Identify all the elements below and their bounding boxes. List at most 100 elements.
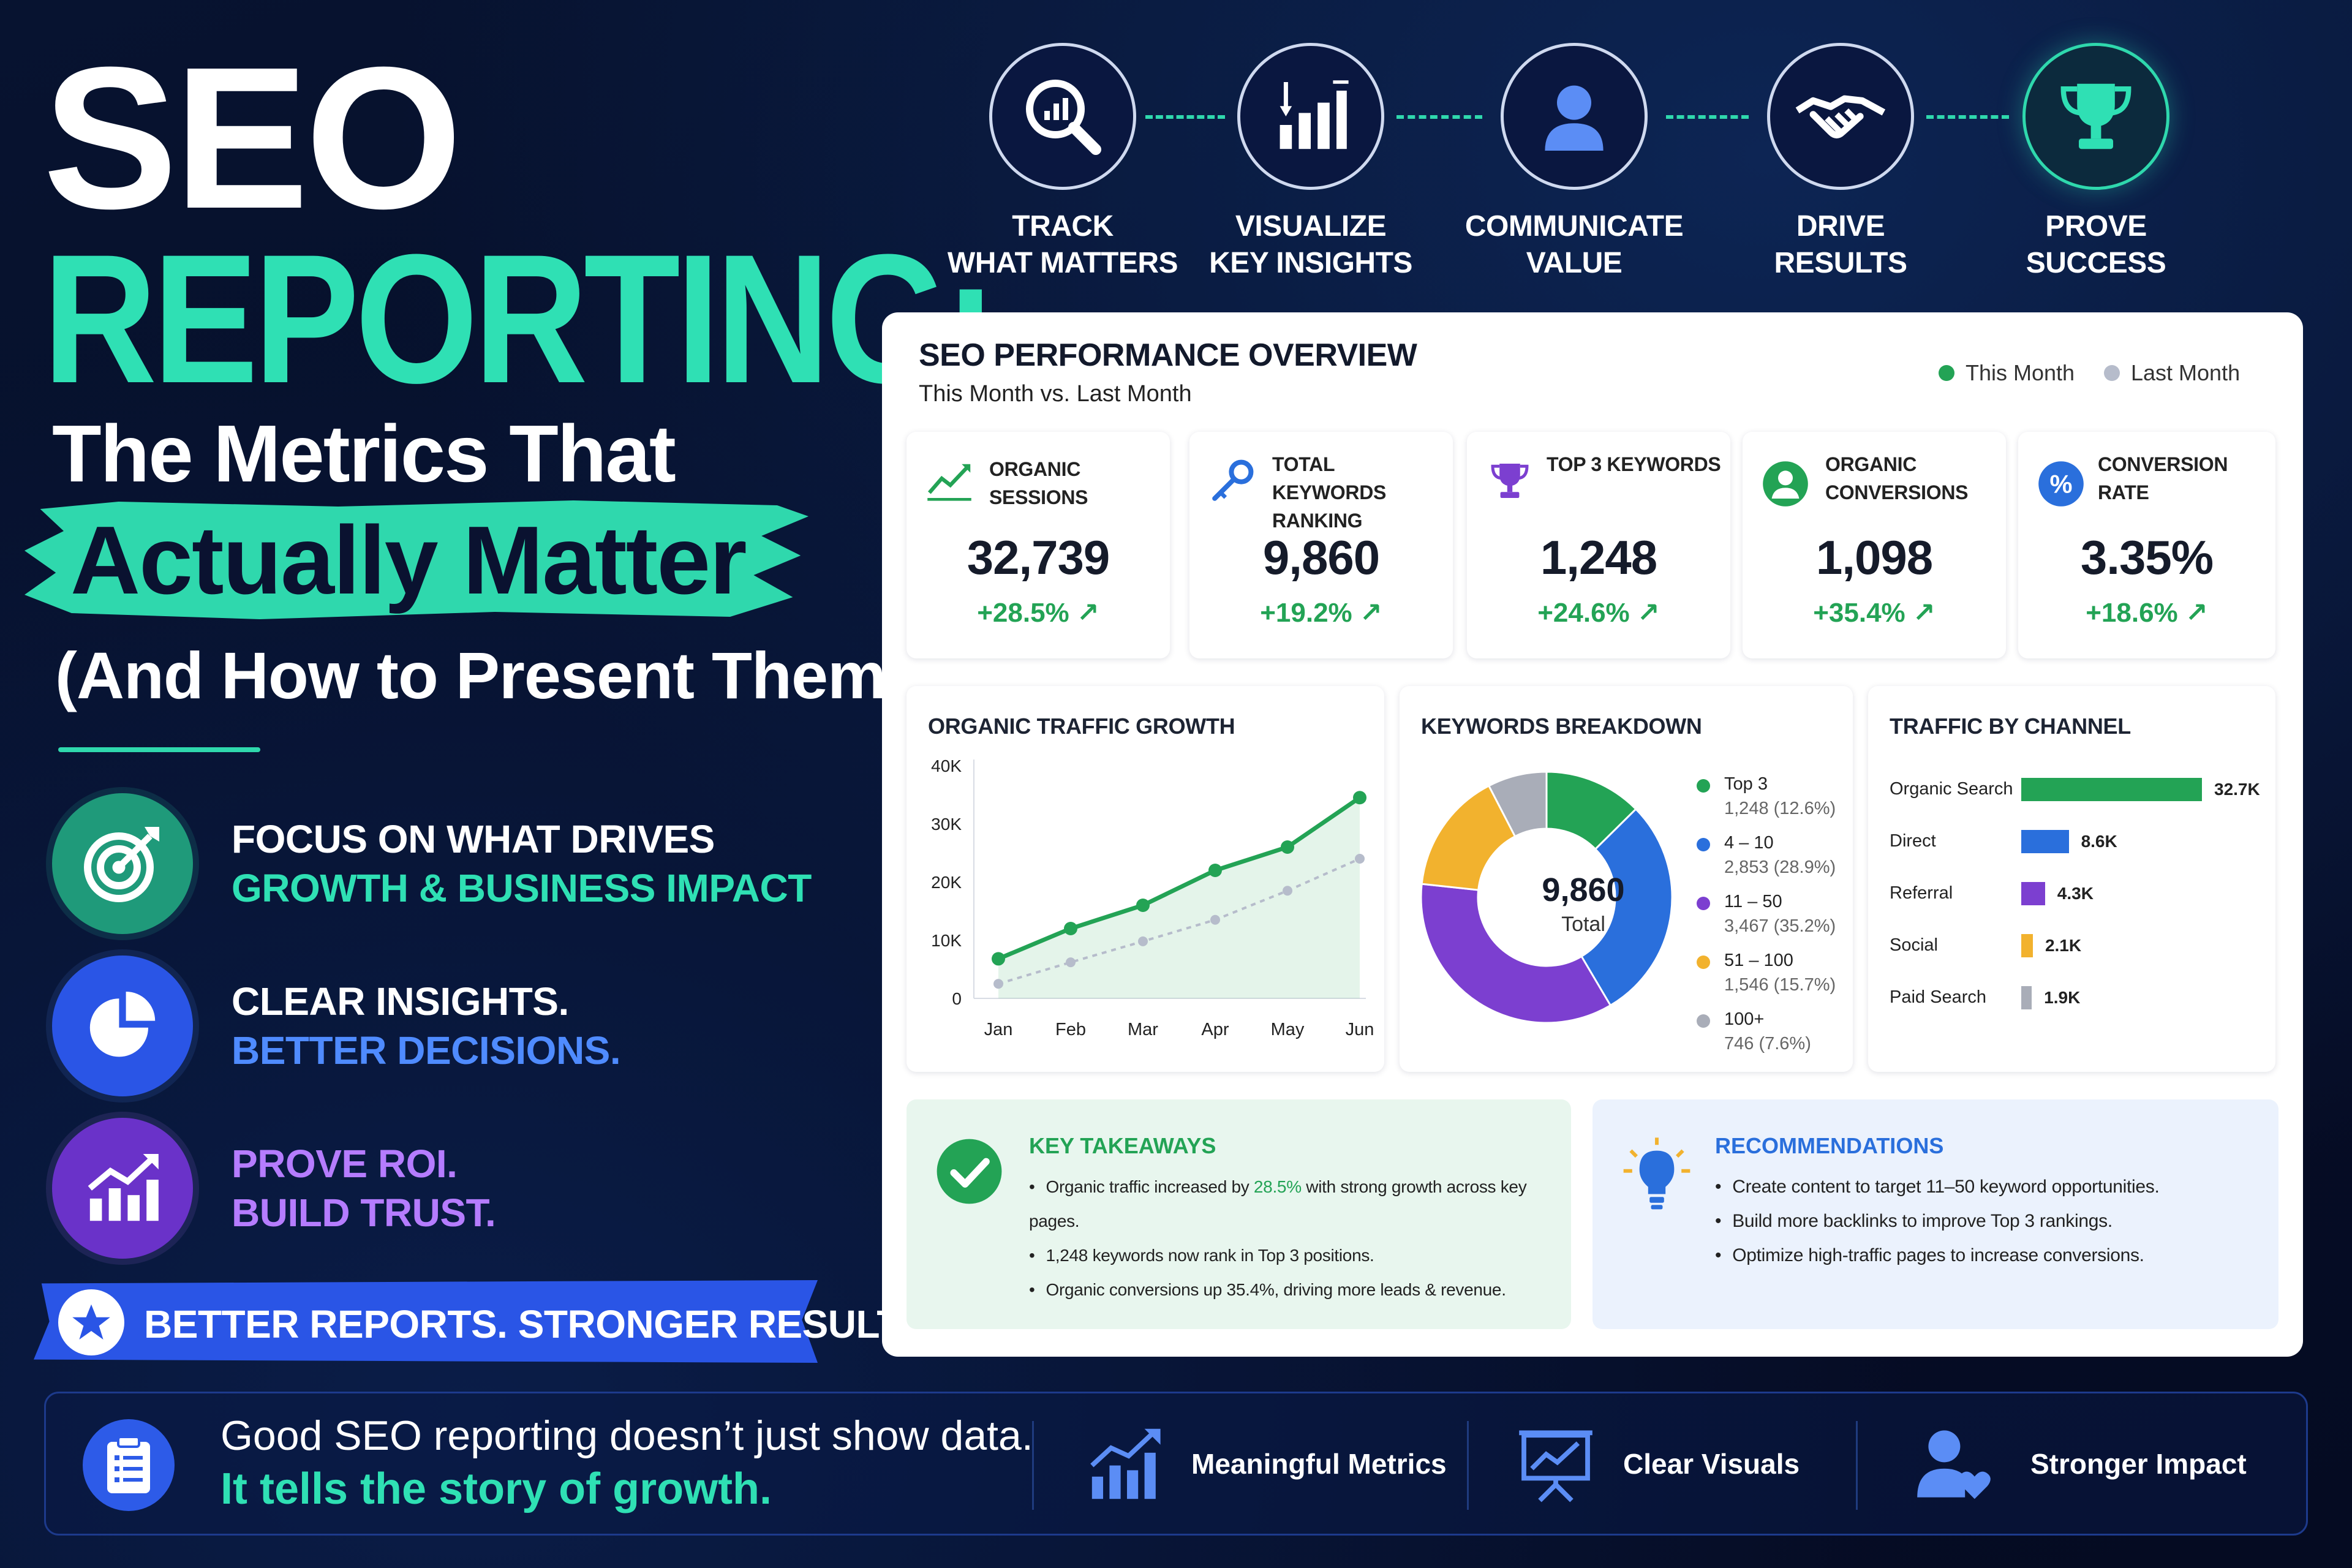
footer-item-clear-visuals: Clear Visuals bbox=[1623, 1448, 1800, 1480]
kpi-label: CONVERSION RATE bbox=[2098, 453, 2228, 503]
donut-total: 9,860 bbox=[1542, 872, 1625, 908]
feature-insights bbox=[52, 956, 193, 1096]
legend-label: 11 – 50 bbox=[1724, 892, 1782, 911]
legend-this-month-label: This Month bbox=[1966, 360, 2075, 385]
this-month-point bbox=[1208, 864, 1222, 877]
step-drive-line1: DRIVE bbox=[1796, 210, 1885, 243]
legend-last-month: Last Month bbox=[2104, 360, 2240, 386]
feature-insights-text: CLEAR INSIGHTS. BETTER DECISIONS. bbox=[232, 977, 621, 1075]
step-connector bbox=[1145, 115, 1225, 119]
step-prove-line2: SUCCESS bbox=[2026, 247, 2166, 279]
svg-text:%: % bbox=[2050, 469, 2073, 498]
dashboard-card: SEO PERFORMANCE OVERVIEW This Month vs. … bbox=[882, 312, 2303, 1357]
presentation-board-icon bbox=[1519, 1430, 1593, 1502]
x-tick-label: Apr bbox=[1201, 1020, 1229, 1039]
kpi-label-line1: TOTAL KEYWORDS bbox=[1272, 453, 1387, 503]
kpi-change: +35.4% ↗ bbox=[1813, 598, 1936, 628]
kpi-label-line2: CONVERSIONS bbox=[1825, 481, 1969, 503]
takeaway-text: with strong growth across key pages. bbox=[1029, 1177, 1527, 1231]
feature-growth bbox=[52, 793, 193, 934]
legend-swatch bbox=[1697, 838, 1710, 851]
x-tick-label: Feb bbox=[1055, 1020, 1086, 1039]
takeaway-text: Organic traffic increased by bbox=[1046, 1177, 1254, 1196]
footer-item-meaningful-metrics: Meaningful Metrics bbox=[1191, 1448, 1447, 1480]
feature-roi-line1: PROVE ROI. bbox=[232, 1142, 458, 1186]
magnifier-chart-icon bbox=[989, 43, 1136, 190]
person-icon bbox=[1501, 43, 1648, 190]
step-communicate-line2: VALUE bbox=[1526, 247, 1623, 279]
kpi-change: +19.2% ↗ bbox=[1260, 598, 1382, 628]
last-month-point bbox=[1138, 936, 1148, 946]
trophy-icon bbox=[1491, 464, 1529, 498]
headline-seo: SEO bbox=[43, 24, 462, 251]
kpi-value: 32,739 bbox=[967, 530, 1110, 584]
step-connector bbox=[1666, 115, 1749, 119]
keywords-legend-item: 100+ 746 (7.6%) bbox=[1724, 1007, 1811, 1056]
last-month-point bbox=[1210, 914, 1220, 925]
key-icon bbox=[1212, 459, 1254, 501]
x-tick-label: May bbox=[1271, 1020, 1305, 1039]
legend-detail: 3,467 (35.2%) bbox=[1724, 916, 1836, 936]
person-heart-icon bbox=[1917, 1430, 1991, 1499]
recommendations-title: RECOMMENDATIONS bbox=[1715, 1133, 1944, 1158]
step-visualize-line1: VISUALIZE bbox=[1235, 210, 1387, 243]
brush-highlight bbox=[24, 500, 809, 619]
feature-roi-text: PROVE ROI. BUILD TRUST. bbox=[232, 1139, 496, 1237]
kpi-value: 1,098 bbox=[1815, 530, 1933, 584]
footer-divider bbox=[1032, 1421, 1034, 1510]
kpi-label-line1: ORGANIC bbox=[1825, 453, 1917, 475]
step-track-line2: WHAT MATTERS bbox=[947, 247, 1178, 279]
channel-bar bbox=[2021, 882, 2045, 905]
headline-how-to-present: (And How to Present Them) bbox=[55, 638, 908, 712]
this-month-line bbox=[997, 796, 1361, 961]
legend-label: 4 – 10 bbox=[1724, 833, 1774, 853]
dashboard-title: SEO PERFORMANCE OVERVIEW bbox=[919, 337, 1417, 373]
bar-chart-icon bbox=[1237, 43, 1384, 190]
keywords-legend-item: Top 3 1,248 (12.6%) bbox=[1724, 772, 1836, 821]
donut-slice bbox=[1420, 883, 1612, 1024]
key-takeaways-list: Organic traffic increased by 28.5% with … bbox=[1029, 1170, 1571, 1307]
last-month-point bbox=[1283, 886, 1292, 896]
legend-label: 51 – 100 bbox=[1724, 951, 1793, 970]
headline-metrics-that: The Metrics That bbox=[52, 409, 676, 499]
legend-detail: 1,248 (12.6%) bbox=[1724, 799, 1836, 818]
user-circle-icon bbox=[1763, 461, 1808, 507]
recommendations-list: Create content to target 11–50 keyword o… bbox=[1715, 1170, 2160, 1273]
donut-chart bbox=[1420, 771, 1673, 1024]
recommendation-item: Optimize high-traffic pages to increase … bbox=[1715, 1238, 2160, 1273]
channel-bar bbox=[2021, 778, 2202, 801]
kpi-conversion-rate: % CONVERSION RATE 3.35% +18.6% ↗ bbox=[2018, 432, 2275, 658]
keywords-legend-item: 4 – 10 2,853 (28.9%) bbox=[1724, 831, 1836, 880]
handshake-icon bbox=[1767, 43, 1914, 190]
takeaway-item: Organic traffic increased by 28.5% with … bbox=[1029, 1170, 1571, 1238]
kpi-value: 1,248 bbox=[1540, 530, 1657, 584]
x-tick-label: Jan bbox=[984, 1020, 1013, 1039]
keywords-breakdown-panel: KEYWORDS BREAKDOWN 9,860 Total Top 3 1,24… bbox=[1400, 686, 1853, 1072]
clipboard-icon bbox=[83, 1419, 175, 1511]
kpi-label-line2: RANKING bbox=[1272, 510, 1363, 532]
legend-this-month: This Month bbox=[1939, 360, 2075, 386]
step-connector bbox=[1926, 115, 2009, 119]
this-month-point bbox=[1353, 791, 1366, 805]
banner bbox=[34, 1280, 818, 1363]
kpi-change: +28.5% ↗ bbox=[977, 598, 1099, 628]
feature-roi bbox=[52, 1118, 193, 1259]
check-circle-icon bbox=[937, 1139, 1002, 1204]
footer: Good SEO reporting doesn’t just show dat… bbox=[44, 1392, 2308, 1536]
step-track-line1: TRACK bbox=[1012, 210, 1114, 243]
step-track: TRACK WHAT MATTERS bbox=[934, 43, 1191, 282]
line-chart: 40K 30K 20K 10K 0 Jan Feb Mar Apr May Jun bbox=[931, 756, 1374, 1039]
legend-detail: 2,853 (28.9%) bbox=[1724, 858, 1836, 877]
channel-value: 32.7K bbox=[2214, 780, 2260, 799]
last-month-point bbox=[1355, 854, 1365, 864]
kpi-change: +24.6% ↗ bbox=[1537, 598, 1660, 628]
takeaway-item: Organic conversions up 35.4%, driving mo… bbox=[1029, 1273, 1571, 1307]
this-month-point bbox=[1064, 922, 1077, 935]
traffic-growth-title: ORGANIC TRAFFIC GROWTH bbox=[928, 714, 1235, 739]
y-tick-label: 0 bbox=[952, 989, 962, 1008]
y-tick-label: 40K bbox=[931, 756, 962, 775]
takeaway-highlight: 28.5% bbox=[1253, 1177, 1302, 1196]
footer-line2: It tells the story of growth. bbox=[221, 1464, 772, 1513]
channel-value: 2.1K bbox=[2045, 936, 2082, 955]
kpi-label: TOP 3 KEYWORDS bbox=[1547, 453, 1721, 475]
